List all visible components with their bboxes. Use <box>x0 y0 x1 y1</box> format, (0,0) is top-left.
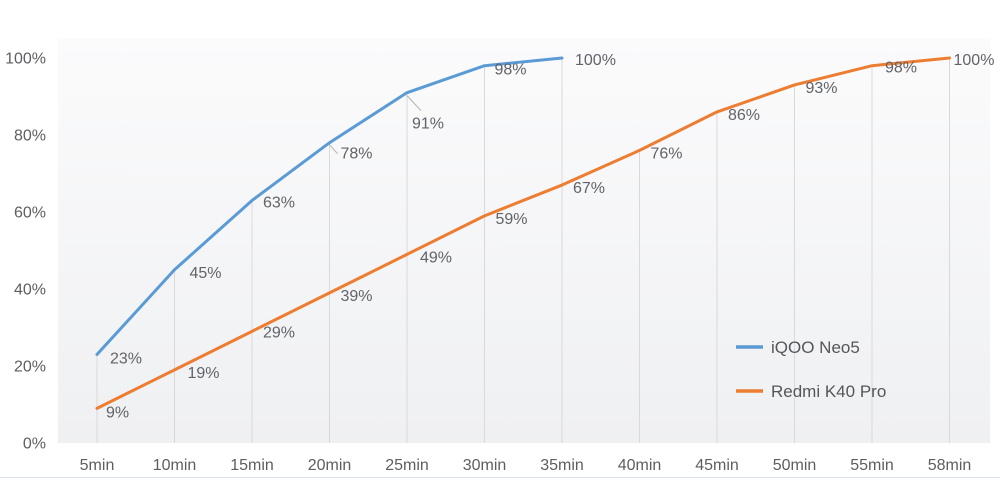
label-leader-line <box>406 95 422 111</box>
x-tick-label-45min: 45min <box>695 457 739 474</box>
legend-label: Redmi K40 Pro <box>771 382 886 401</box>
data-label-redmi-k40-pro-35min: 67% <box>573 180 605 197</box>
data-label-iqoo-neo5-20min: 78% <box>341 146 373 163</box>
label-leader-lines-group <box>329 95 422 155</box>
data-label-redmi-k40-pro-5min: 9% <box>106 404 129 421</box>
data-label-iqoo-neo5-15min: 63% <box>263 194 295 211</box>
legend-item-redmi-k40-pro: Redmi K40 Pro <box>736 382 886 401</box>
data-label-iqoo-neo5-10min: 45% <box>190 265 222 282</box>
y-tick-label-80%: 80% <box>14 128 46 145</box>
series-line-redmi-k40-pro <box>95 56 951 410</box>
y-tick-label-20%: 20% <box>14 359 46 376</box>
x-axis-labels-group: 5min 10min 15min 20min 25min 30min 35min 40min 4… <box>80 457 972 474</box>
data-label-iqoo-neo5-5min: 23% <box>110 350 142 367</box>
y-tick-label-100%: 100% <box>5 51 46 68</box>
x-tick-label-30min: 30min <box>463 457 507 474</box>
data-label-redmi-k40-pro-55min: 98% <box>885 60 917 77</box>
legend-label: iQOO Neo5 <box>771 338 860 357</box>
x-tick-label-55min: 55min <box>850 457 894 474</box>
x-tick-label-35min: 35min <box>540 457 584 474</box>
data-label-redmi-k40-pro-45min: 86% <box>728 107 760 124</box>
x-tick-label-20min: 20min <box>308 457 352 474</box>
plot-area <box>58 38 990 443</box>
x-tick-label-25min: 25min <box>385 457 429 474</box>
data-labels-group: 23% 45% 63% 78% 91% 98% 100% 9% 19% 29% 39% 49% 59% 6… <box>106 52 994 421</box>
x-tick-label-5min: 5min <box>80 457 115 474</box>
data-label-redmi-k40-pro-30min: 59% <box>496 211 528 228</box>
x-tick-label-50min: 50min <box>773 457 817 474</box>
data-label-redmi-k40-pro-25min: 49% <box>420 249 452 266</box>
data-label-redmi-k40-pro-15min: 29% <box>263 324 295 341</box>
data-label-iqoo-neo5-25min: 91% <box>412 116 444 133</box>
y-tick-label-60%: 60% <box>14 205 46 222</box>
series-line-iqoo-neo5 <box>95 56 564 356</box>
data-label-iqoo-neo5-30min: 98% <box>495 62 527 79</box>
legend-item-iqoo-neo5: iQOO Neo5 <box>736 338 860 357</box>
x-tick-label-15min: 15min <box>230 457 274 474</box>
drop-lines-group <box>96 58 950 443</box>
data-label-redmi-k40-pro-50min: 93% <box>806 80 838 97</box>
data-label-redmi-k40-pro-40min: 76% <box>651 145 683 162</box>
data-label-redmi-k40-pro-58min: 100% <box>954 52 995 69</box>
data-label-iqoo-neo5-35min: 100% <box>575 52 616 69</box>
series-lines-group <box>95 56 951 410</box>
x-tick-label-10min: 10min <box>153 457 197 474</box>
y-tick-label-40%: 40% <box>14 282 46 299</box>
y-tick-label-0%: 0% <box>23 436 46 453</box>
data-label-redmi-k40-pro-10min: 19% <box>188 365 220 382</box>
label-leader-line <box>329 144 338 155</box>
x-tick-label-40min: 40min <box>618 457 662 474</box>
x-tick-label-58min: 58min <box>928 457 972 474</box>
data-label-redmi-k40-pro-20min: 39% <box>341 288 373 305</box>
y-axis-labels-group: 0% 20% 40% 60% 80% 100% <box>5 51 46 453</box>
legend: iQOO Neo5 Redmi K40 Pro <box>736 338 886 401</box>
